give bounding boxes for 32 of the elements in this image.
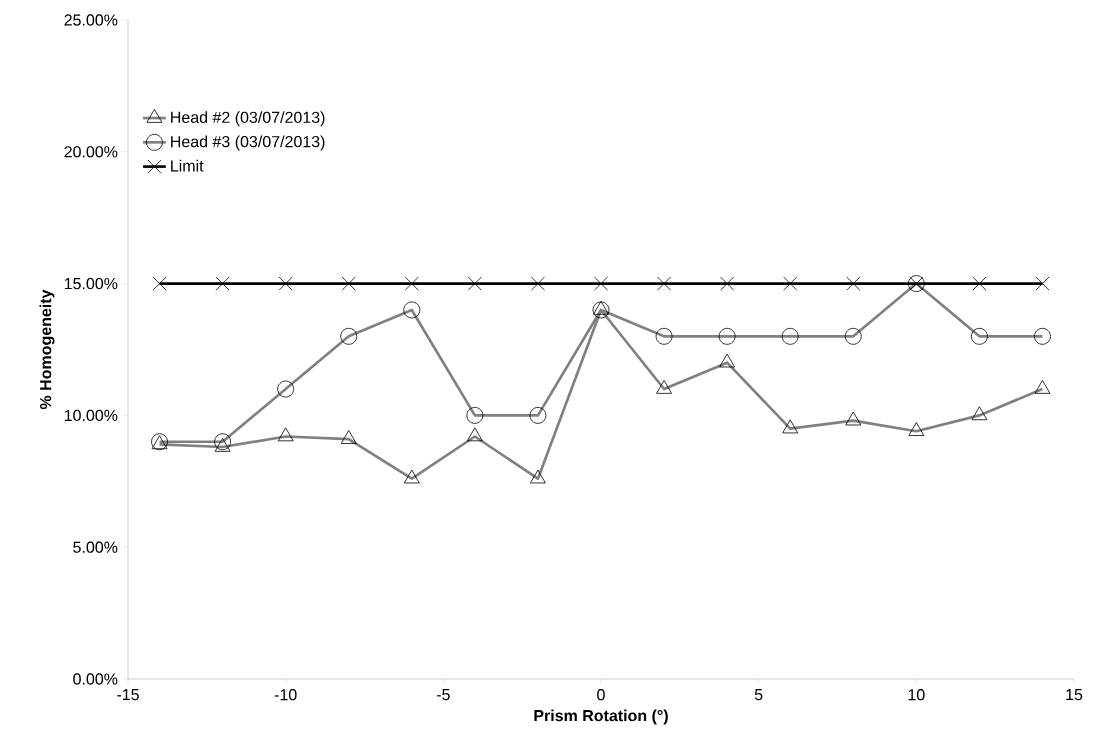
- point: [783, 276, 798, 291]
- x-tick-label: 5: [754, 689, 763, 701]
- legend-label: Head #3 (03/07/2013): [171, 135, 325, 151]
- y-tick-label: 20.00%: [64, 146, 118, 158]
- y-tick-label: 15.00%: [64, 277, 118, 290]
- point: [278, 276, 293, 291]
- legend-label: Limit: [171, 159, 204, 172]
- y-tick-label: 10.00%: [64, 409, 118, 422]
- y-tick-label: 0.00%: [73, 673, 118, 685]
- point: [720, 276, 735, 291]
- point: [404, 276, 419, 291]
- legend-label: Head #2 (03/07/2013): [171, 111, 325, 127]
- point: [152, 276, 167, 291]
- point: [594, 276, 608, 291]
- point: [467, 276, 482, 291]
- x-tick-label: -10: [274, 689, 297, 701]
- x-tick-label: 10: [908, 689, 925, 701]
- point: [846, 276, 861, 291]
- point: [341, 276, 356, 291]
- x-tick-label: -15: [117, 689, 139, 701]
- y-tick-label: 5.00%: [73, 541, 118, 553]
- y-tick-label: 25.00%: [64, 14, 118, 26]
- point: [1035, 276, 1050, 291]
- x-tick-label: 15: [1066, 689, 1083, 701]
- x-axis-title: Prism Rotation (°): [534, 709, 668, 725]
- point: [657, 276, 672, 291]
- x-tick-label: 0: [597, 689, 605, 701]
- point: [530, 276, 545, 291]
- point: [972, 276, 987, 291]
- y-axis-title: % Homogeneity: [39, 289, 55, 410]
- x-tick-label: -5: [436, 689, 450, 701]
- point: [215, 276, 230, 291]
